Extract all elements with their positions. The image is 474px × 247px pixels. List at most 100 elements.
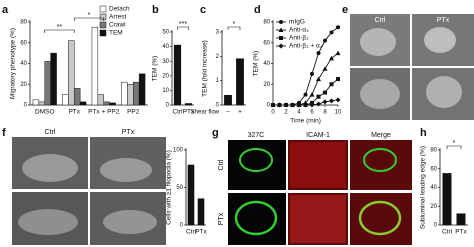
y-axis-label: Subluminal leading edge (%): [420, 146, 427, 229]
texture: [290, 142, 346, 188]
x-tick-label: PTx + PP2: [88, 109, 120, 116]
y-tick-label: 80: [263, 20, 270, 26]
point: [309, 92, 315, 97]
bar: [91, 26, 99, 106]
y-tick-label: 60: [430, 166, 437, 172]
panel-letter: e: [342, 4, 348, 16]
point: [316, 76, 321, 82]
bar: [44, 61, 51, 106]
y-tick-label: 0: [166, 103, 170, 109]
x-tick-label: PTx: [195, 229, 207, 236]
bar: [97, 94, 104, 106]
column-label: ICAM-1: [306, 132, 330, 139]
point: [290, 102, 295, 108]
x-tick-label: 4: [297, 110, 301, 116]
point: [322, 66, 328, 71]
bar: [187, 164, 195, 226]
x-tick-label: 10: [335, 110, 342, 116]
bar: [127, 84, 134, 106]
bar: [62, 94, 69, 106]
legend-label: Anti-β₂: [289, 35, 309, 42]
cell: [358, 200, 402, 236]
point: [310, 71, 314, 76]
micrographs-f: Ctrl PTx: [12, 129, 166, 245]
y-tick-label: 40: [430, 185, 437, 191]
point: [283, 102, 289, 108]
y-tick-label: 80: [430, 148, 437, 154]
bar: [133, 81, 140, 106]
legend-marker: [279, 36, 283, 40]
y-axis-label: Migratory phenotype (%): [10, 28, 17, 99]
legend-label: Arrest: [109, 14, 127, 21]
legend-label: Anti-α₄: [289, 27, 309, 34]
column-label: Ctrl: [375, 17, 386, 24]
legend-swatch: [99, 13, 107, 21]
x-tick-label: 6: [310, 110, 314, 116]
y-tick-label: 0: [434, 223, 438, 229]
legend-swatch: [99, 29, 107, 37]
point: [303, 102, 308, 108]
x-tick-label: PTx: [183, 109, 195, 116]
cell: [100, 158, 152, 182]
bar: [456, 213, 466, 226]
y-axis-label: Cells with ≥1 filopodia (%): [166, 150, 173, 225]
y-tick-label: 80: [20, 20, 27, 26]
x-tick-label: +: [238, 109, 242, 116]
point: [316, 51, 321, 56]
y-tick-label: 40: [20, 61, 27, 67]
bar: [184, 103, 193, 106]
annotation: **: [57, 24, 63, 31]
legend-label: TEM: [109, 30, 123, 37]
annotation: *: [233, 21, 236, 28]
y-tick-label: 40: [162, 44, 169, 50]
micrographs-e: Ctrl PTx: [350, 14, 474, 120]
x-tick-label: PTx: [455, 229, 467, 236]
column-label: PTx: [437, 17, 450, 24]
x-tick-label: PTx: [68, 109, 80, 116]
cell: [360, 28, 396, 56]
y-axis-label: TEM (%): [152, 56, 159, 82]
point: [322, 99, 328, 105]
point: [316, 94, 321, 99]
cell: [363, 148, 397, 172]
bar: [197, 198, 205, 226]
y-tick-label: 0: [216, 103, 220, 109]
y-tick-label: 0: [24, 103, 28, 109]
y-tick-label: 20: [20, 82, 27, 88]
x-tick-label: Ctrl: [186, 229, 197, 236]
annotation: *: [453, 140, 456, 147]
y-tick-label: 50: [176, 185, 183, 191]
point: [309, 102, 315, 108]
annotation: *: [88, 12, 91, 19]
legend-label: Anti-β₂ + α₄: [289, 43, 323, 50]
bar: [103, 101, 110, 106]
x-axis-label: Shear flow: [191, 110, 220, 116]
column-label: Ctrl: [45, 129, 56, 136]
bar: [79, 101, 87, 106]
legend-label: Detach: [109, 6, 130, 13]
point: [323, 38, 327, 43]
legend-label: Crawl: [109, 22, 126, 29]
bar: [173, 44, 182, 106]
panel-letter: c: [200, 4, 206, 16]
y-tick-label: 30: [162, 59, 169, 65]
y-tick-label: 20: [430, 204, 437, 210]
cell: [22, 154, 78, 182]
panel-letter: g: [212, 127, 219, 139]
panel-letter: h: [420, 127, 427, 139]
y-tick-label: 20: [263, 82, 270, 88]
y-tick-label: 40: [263, 61, 270, 67]
point: [329, 82, 334, 87]
legend-marker: [278, 43, 284, 49]
column-label: PTx: [122, 129, 135, 136]
y-axis-label: TEM (%): [253, 51, 260, 77]
bar: [74, 88, 81, 106]
cell: [18, 209, 78, 235]
x-tick-label: DMSO: [35, 109, 55, 116]
point: [335, 50, 341, 56]
panel-letter: d: [254, 4, 261, 16]
legend-marker: [279, 20, 283, 24]
y-tick-label: 10: [162, 88, 169, 94]
column-label: Merge: [371, 132, 391, 139]
